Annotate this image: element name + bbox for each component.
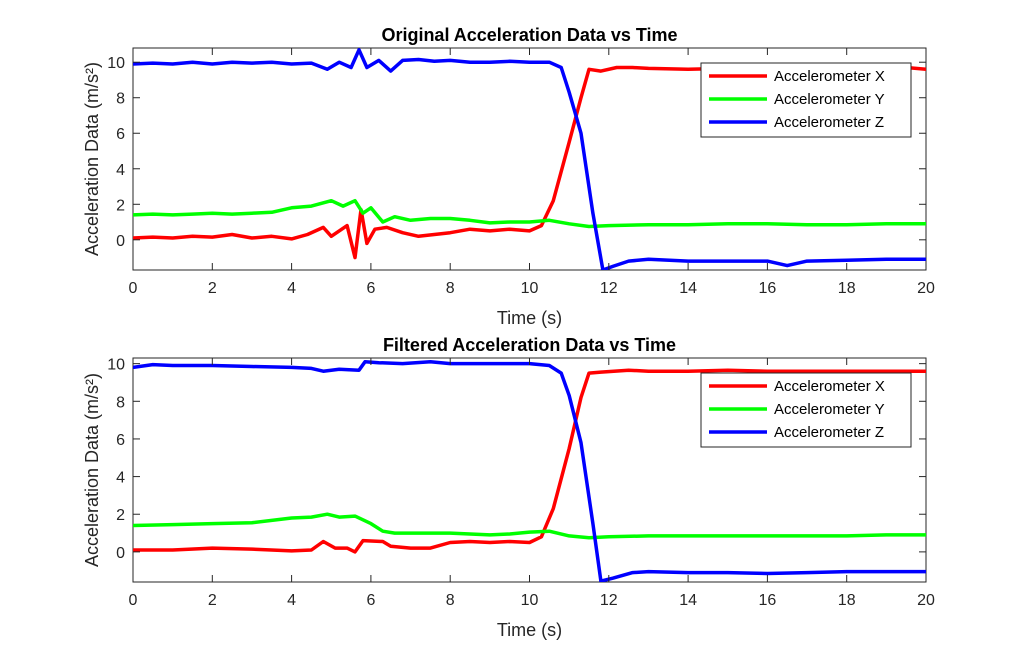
series-group [133, 48, 926, 270]
x-tick-label: 2 [208, 592, 217, 609]
chart-panel-2: 0 2 4 6 8 10 12 14 16 18 20 0 2 4 6 8 10 Filtered Acceler… [82, 335, 935, 640]
x-tick-label: 14 [679, 592, 697, 609]
y-tick-label: 0 [116, 233, 125, 250]
chart-title: Filtered Acceleration Data vs Time [383, 335, 676, 355]
x-tick-label: 4 [287, 280, 296, 297]
y-tick-label: 10 [107, 55, 125, 72]
y-tick-label: 8 [116, 394, 125, 411]
series-line-2 [133, 512, 926, 540]
series-line-1 [133, 368, 926, 554]
series-line-3 [133, 48, 926, 270]
y-axis-label: Acceleration Data (m/s²) [82, 373, 102, 567]
legend: Accelerometer X Accelerometer Y Accelerome… [700, 372, 912, 448]
x-axis-label: Time (s) [497, 308, 562, 328]
x-tick-label: 6 [366, 280, 375, 297]
x-tick-label: 18 [838, 280, 856, 297]
chart-title: Original Acceleration Data vs Time [381, 25, 677, 45]
legend-entry-3: Accelerometer Z [774, 424, 884, 441]
x-tick-label: 10 [521, 592, 539, 609]
x-tick-label: 8 [446, 592, 455, 609]
y-tick-label: 10 [107, 357, 125, 374]
y-tick-label: 2 [116, 197, 125, 214]
x-tick-label: 0 [129, 592, 138, 609]
y-tick-label: 6 [116, 432, 125, 449]
x-tick-label: 6 [366, 592, 375, 609]
legend-entry-1: Accelerometer X [774, 68, 885, 85]
x-axis-label: Time (s) [497, 620, 562, 640]
legend-entry-3: Accelerometer Z [774, 114, 884, 131]
y-tick-label: 0 [116, 545, 125, 562]
y-tick-label: 6 [116, 126, 125, 143]
y-tick-label: 8 [116, 91, 125, 108]
x-tick-label: 18 [838, 592, 856, 609]
y-tick-label: 4 [116, 162, 125, 179]
x-tick-label: 20 [917, 592, 935, 609]
x-tick-label: 10 [521, 280, 539, 297]
x-tick-label: 14 [679, 280, 697, 297]
x-tick-label: 12 [600, 592, 618, 609]
x-tick-label: 12 [600, 280, 618, 297]
x-tick-label: 2 [208, 280, 217, 297]
series-line-1 [133, 65, 926, 260]
y-axis-label: Acceleration Data (m/s²) [82, 62, 102, 256]
x-tick-label: 4 [287, 592, 296, 609]
x-tick-label: 16 [759, 592, 777, 609]
legend-entry-1: Accelerometer X [774, 378, 885, 395]
x-tick-label: 16 [759, 280, 777, 297]
x-tick-label: 0 [129, 280, 138, 297]
y-tick-label: 4 [116, 470, 125, 487]
x-tick-label: 20 [917, 280, 935, 297]
x-tick-label: 8 [446, 280, 455, 297]
legend-entry-2: Accelerometer Y [774, 401, 885, 418]
y-tick-label: 2 [116, 507, 125, 524]
series-line-2 [133, 198, 926, 229]
legend-entry-2: Accelerometer Y [774, 91, 885, 108]
chart-panel-1: 0 2 4 6 8 10 12 14 16 18 20 0 2 4 6 8 10 Original Acceler… [82, 25, 935, 328]
legend: Accelerometer X Accelerometer Y Accelerome… [700, 62, 912, 138]
